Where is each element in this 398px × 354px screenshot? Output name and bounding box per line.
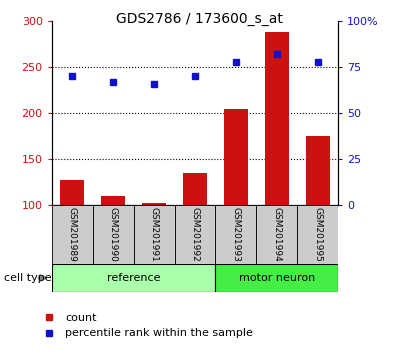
Text: motor neuron: motor neuron [239,273,315,283]
Bar [101,196,125,205]
Bar [52,205,93,264]
Bar [224,109,248,205]
Bar [297,205,338,264]
Bar [93,205,134,264]
Bar [175,205,215,264]
Bar [52,264,215,292]
Bar [265,32,289,205]
Bar [215,264,338,292]
Bar [183,173,207,205]
Bar [306,136,330,205]
Bar [256,205,297,264]
Text: GSM201993: GSM201993 [232,207,240,262]
Text: GSM201991: GSM201991 [150,207,158,262]
Text: GSM201992: GSM201992 [191,207,199,262]
Bar [134,205,175,264]
Text: GDS2786 / 173600_s_at: GDS2786 / 173600_s_at [115,12,283,27]
Text: GSM201994: GSM201994 [272,207,281,262]
Text: reference: reference [107,273,160,283]
Text: GSM201990: GSM201990 [109,207,118,262]
Legend: count, percentile rank within the sample: count, percentile rank within the sample [37,313,253,338]
Bar [215,205,256,264]
Text: GSM201989: GSM201989 [68,207,77,262]
Bar [142,202,166,205]
Text: GSM201995: GSM201995 [313,207,322,262]
Text: cell type: cell type [4,273,52,283]
Bar [60,181,84,205]
